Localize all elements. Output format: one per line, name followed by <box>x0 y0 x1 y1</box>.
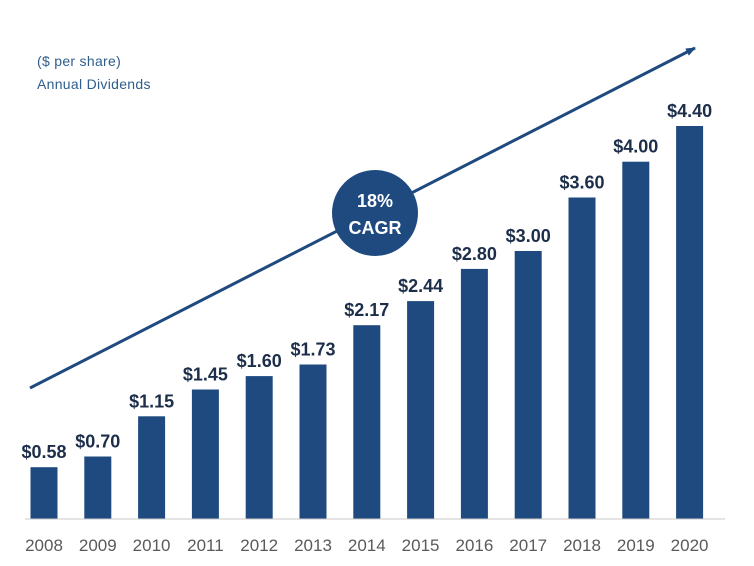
value-labels-group: $0.58 $0.70 $1.15 $1.45 $1.60 $1.73 $2.17 $2.44… <box>21 101 712 462</box>
x-tick-label-2016: 2016 <box>455 536 493 555</box>
value-label-2016: $2.80 <box>452 244 497 264</box>
bar-2008 <box>30 467 58 519</box>
cagr-badge-circle <box>332 170 418 256</box>
value-label-2010: $1.15 <box>129 391 174 411</box>
x-tick-label-2008: 2008 <box>25 536 63 555</box>
value-label-2008: $0.58 <box>21 442 66 462</box>
bar-2017 <box>514 251 542 519</box>
value-label-2020: $4.40 <box>667 101 712 121</box>
value-label-2019: $4.00 <box>613 137 658 157</box>
value-label-2018: $3.60 <box>559 173 604 193</box>
value-label-2011: $1.45 <box>183 365 228 385</box>
chart-subtitle-units: ($ per share) <box>37 53 121 69</box>
bar-2020 <box>676 126 704 519</box>
value-label-2013: $1.73 <box>290 340 335 360</box>
x-tick-label-2015: 2015 <box>402 536 440 555</box>
bar-2018 <box>568 197 596 519</box>
cagr-badge-label: CAGR <box>349 218 402 238</box>
x-tick-label-2018: 2018 <box>563 536 601 555</box>
value-label-2015: $2.44 <box>398 276 443 296</box>
bar-2011 <box>191 389 219 519</box>
bar-2013 <box>299 364 327 519</box>
x-tick-label-2011: 2011 <box>187 536 224 555</box>
value-label-2009: $0.70 <box>75 432 120 452</box>
bars-group <box>30 126 704 519</box>
x-tick-label-2009: 2009 <box>79 536 117 555</box>
cagr-badge-percent: 18% <box>357 191 393 211</box>
x-tick-label-2010: 2010 <box>133 536 171 555</box>
value-label-2017: $3.00 <box>506 226 551 246</box>
value-label-2014: $2.17 <box>344 300 389 320</box>
x-tick-label-2020: 2020 <box>671 536 709 555</box>
x-tick-label-2017: 2017 <box>509 536 547 555</box>
chart-title: Annual Dividends <box>37 76 151 92</box>
x-tick-label-2019: 2019 <box>617 536 655 555</box>
bar-2014 <box>353 325 381 519</box>
bar-2019 <box>622 161 650 519</box>
value-label-2012: $1.60 <box>237 351 282 371</box>
bar-2015 <box>407 301 435 519</box>
bar-2010 <box>138 416 166 519</box>
x-tick-label-2014: 2014 <box>348 536 386 555</box>
x-tick-label-2013: 2013 <box>294 536 332 555</box>
bar-2012 <box>245 376 273 519</box>
bar-2016 <box>460 268 488 519</box>
cagr-badge: 18% CAGR <box>332 170 418 256</box>
x-tick-labels-group: 2008 2009 2010 2011 2012 2013 2014 2015 2016 2017… <box>25 536 708 555</box>
x-tick-label-2012: 2012 <box>240 536 278 555</box>
bar-2009 <box>84 456 112 519</box>
